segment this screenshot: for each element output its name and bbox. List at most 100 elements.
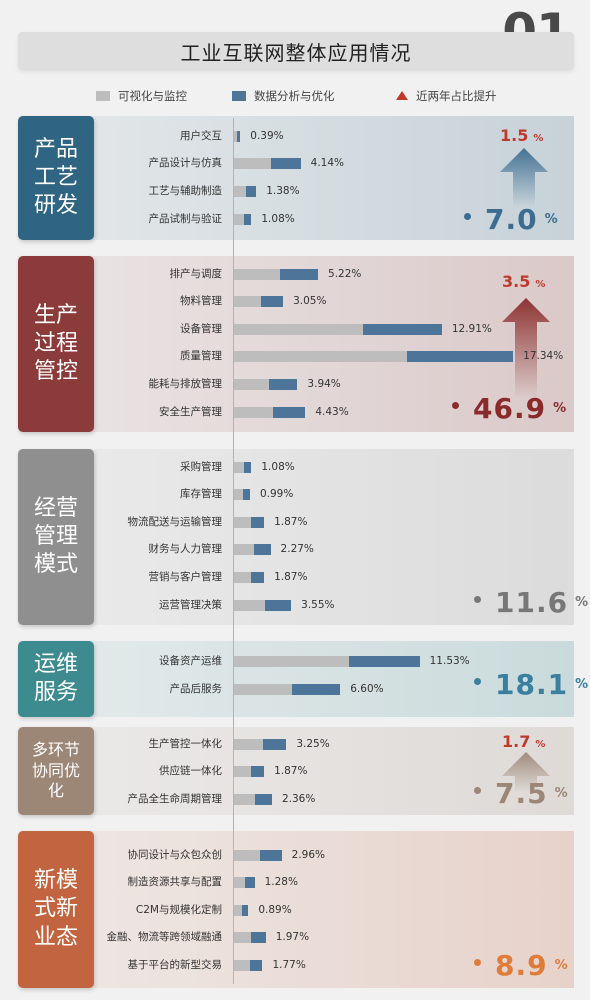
bar-analysis	[292, 683, 341, 695]
total-value: 7.0	[485, 203, 538, 236]
bar-analysis	[246, 185, 257, 197]
rise-percent: %	[535, 739, 546, 750]
legend-rise: 近两年占比提升	[396, 86, 497, 106]
total-dot	[474, 959, 481, 966]
bar-value-label: 1.97%	[275, 931, 310, 943]
bar-analysis	[270, 157, 301, 169]
bar-label: 营销与客户管理	[148, 571, 223, 583]
bar-visual	[234, 683, 293, 695]
bar-label: 物料管理	[180, 295, 222, 307]
section-label: 多环节协同优化	[18, 727, 94, 815]
total-value: 18.1	[495, 668, 569, 701]
rise-number: 1.7	[502, 732, 531, 751]
bar-analysis	[245, 876, 255, 888]
total-value: 8.9	[495, 949, 548, 982]
rise-arrow-icon	[502, 298, 550, 398]
total-value: 46.9	[473, 392, 547, 425]
bar-label: 金融、物流等跨领域融通	[106, 931, 223, 943]
section-label-text: 经营管理模式	[33, 495, 78, 578]
bar-analysis	[250, 571, 265, 583]
section-label-text: 产品工艺研发	[33, 136, 78, 219]
bar-label: 制造资源共享与配置	[127, 876, 223, 888]
bar-label: 设备管理	[180, 323, 222, 335]
rise-arrow-icon	[500, 148, 548, 207]
bar-value-label: 3.55%	[301, 599, 335, 611]
rise-value: 1.7%	[502, 732, 545, 751]
bar-value-label: 1.87%	[274, 571, 308, 583]
section-total: 8.9%	[474, 949, 568, 982]
bar-analysis	[260, 849, 282, 861]
total-dot	[452, 402, 459, 409]
total-value: 7.5	[495, 777, 548, 810]
section-background	[18, 256, 574, 432]
up-arrow-icon	[396, 90, 408, 100]
bar-value-label: 17.34%	[523, 350, 564, 362]
section-label: 生产过程管控	[18, 256, 94, 432]
bar-label: 能耗与排放管理	[148, 378, 223, 390]
section-label-text: 新模式新业态	[33, 868, 78, 950]
bar-label: 产品后服务	[169, 683, 223, 695]
section-label: 新模式新业态	[18, 831, 94, 988]
bar-value-label: 5.22%	[328, 268, 362, 280]
section-label: 运维服务	[18, 641, 94, 717]
bar-value-label: 3.25%	[296, 738, 330, 750]
bar-analysis	[407, 350, 514, 362]
bar-visual	[234, 488, 243, 500]
bar-visual	[234, 849, 261, 861]
bar-value-label: 6.60%	[350, 683, 384, 695]
legend-analysis: 数据分析与优化	[232, 86, 335, 106]
total-dot	[474, 596, 481, 603]
bar-analysis	[250, 516, 265, 528]
bar-visual	[234, 268, 281, 280]
bar-label: 物流配送与运输管理	[127, 516, 223, 528]
bar-analysis	[237, 130, 241, 142]
bar-label: 用户交互	[180, 130, 222, 142]
bar-label: 财务与人力管理	[148, 543, 223, 555]
bar-analysis	[268, 378, 298, 390]
rise-value: 1.5%	[500, 126, 543, 145]
bar-label: 运营管理决策	[159, 599, 222, 611]
bar-value-label: 1.77%	[272, 959, 306, 971]
rise-percent: %	[533, 133, 544, 144]
bar-visual	[234, 571, 251, 583]
bar-visual	[234, 350, 408, 362]
bar-value-label: 1.08%	[261, 461, 295, 473]
legend-visual-label: 可视化与监控	[118, 89, 187, 103]
total-percent: %	[554, 958, 568, 973]
bar-analysis	[265, 599, 292, 611]
bar-label: 库存管理	[180, 488, 222, 500]
bar-visual	[234, 655, 350, 667]
bar-value-label: 1.38%	[266, 185, 300, 197]
bar-analysis	[273, 406, 306, 418]
bar-value-label: 4.14%	[310, 157, 344, 169]
section-total: 46.9%	[452, 392, 566, 425]
bar-value-label: 11.53%	[429, 655, 470, 667]
bar-label: 工艺与辅助制造	[148, 185, 223, 197]
rise-number: 3.5	[502, 272, 531, 291]
bar-visual	[234, 543, 255, 555]
bar-analysis	[241, 904, 249, 916]
total-percent: %	[553, 401, 567, 416]
section-label-text: 运维服务	[33, 651, 78, 705]
bar-label: 安全生产管理	[159, 406, 222, 418]
bar-analysis	[362, 323, 442, 335]
bar-label: 产品全生命周期管理	[127, 793, 223, 805]
bar-visual	[234, 904, 242, 916]
bar-value-label: 3.05%	[293, 295, 327, 307]
bar-value-label: 1.87%	[274, 765, 308, 777]
total-dot	[474, 678, 481, 685]
bar-label: 排产与调度	[169, 268, 223, 280]
bar-visual	[234, 765, 251, 777]
bar-analysis	[349, 655, 420, 667]
bar-label: 生产管控一体化	[148, 738, 223, 750]
bar-analysis	[251, 931, 266, 943]
bar-label: 设备资产运维	[159, 655, 222, 667]
bar-value-label: 2.96%	[291, 849, 325, 861]
section-label: 产品工艺研发	[18, 116, 94, 240]
section-label-text: 多环节协同优化	[31, 740, 80, 801]
bar-value-label: 3.94%	[307, 378, 341, 390]
bar-label: 产品试制与验证	[148, 213, 223, 225]
bar-visual	[234, 959, 250, 971]
bar-visual	[234, 295, 261, 307]
bar-visual	[234, 378, 269, 390]
